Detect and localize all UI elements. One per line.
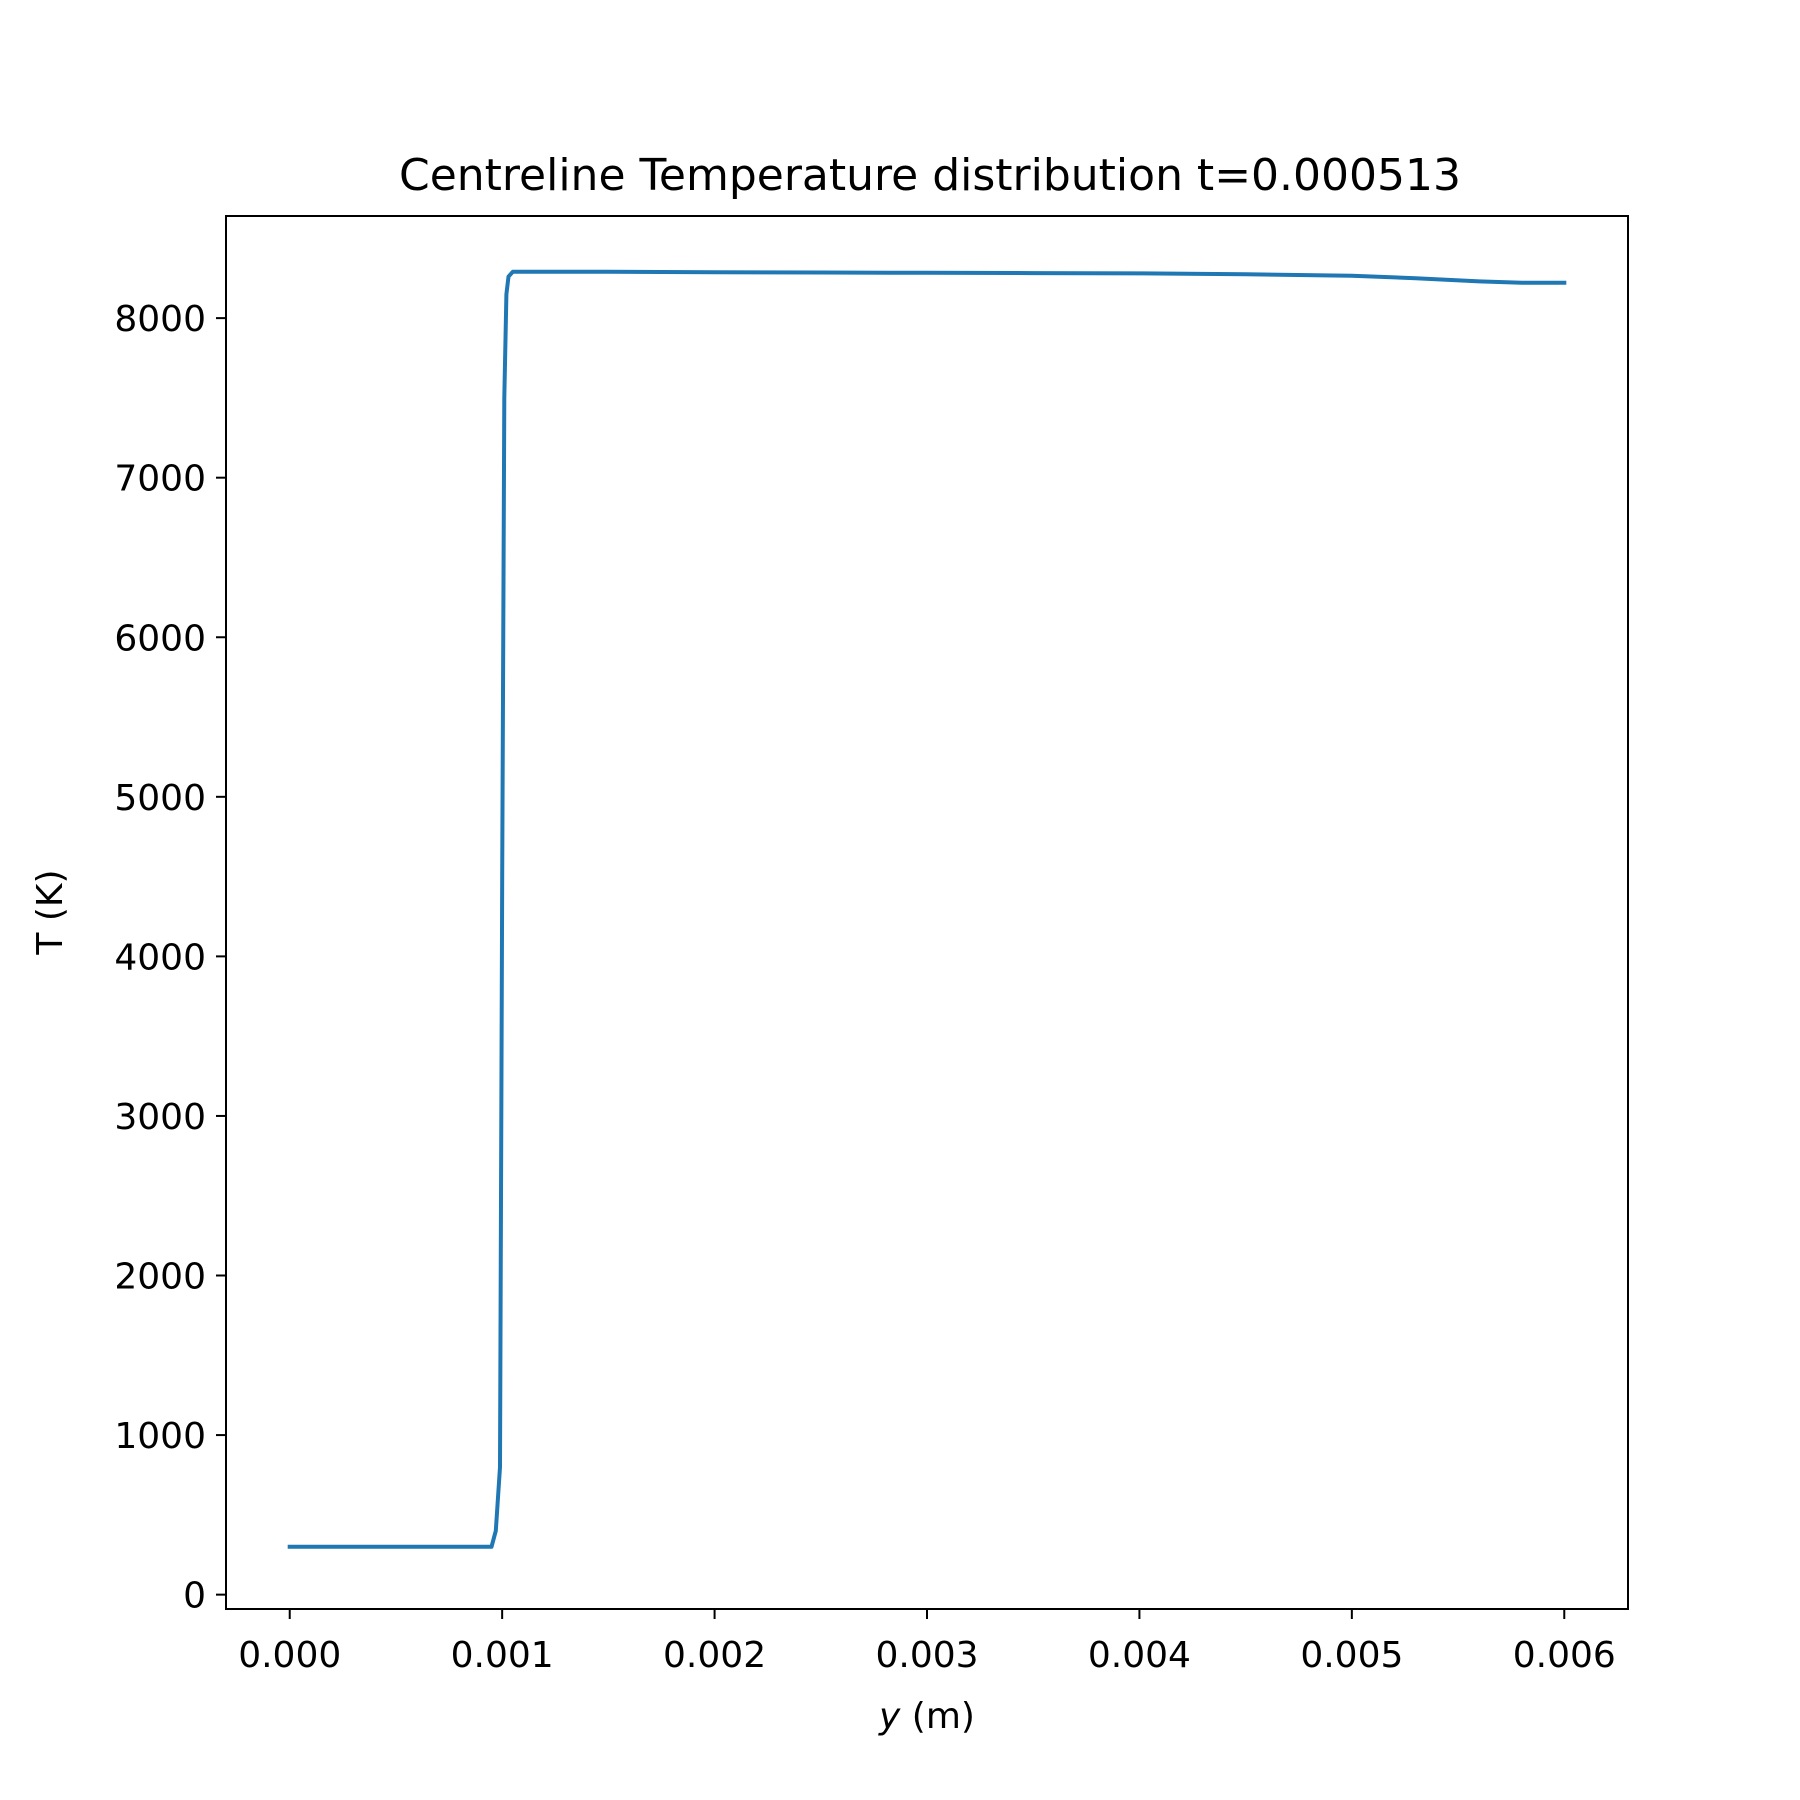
y-tick-label: 7000 [114, 459, 206, 500]
chart-title: Centreline Temperature distribution t=0.… [399, 150, 1461, 201]
y-tick-label: 2000 [114, 1257, 206, 1298]
x-tick-label: 0.000 [238, 1635, 341, 1676]
x-axis-label: y (m) [878, 1696, 975, 1737]
series-line-0 [287, 269, 1567, 1549]
plot-frame [225, 215, 1629, 1610]
y-axis-label: T (K) [30, 869, 71, 955]
y-tick-label: 8000 [114, 299, 206, 340]
axis-ticks: 0.000 0.001 0.002 0.003 0.004 0.005 0.006 0 1000… [114, 299, 1615, 1676]
y-tick-label: 6000 [114, 618, 206, 659]
y-tick-label: 0 [183, 1576, 206, 1617]
series-layer [287, 269, 1567, 1549]
x-tick-label: 0.003 [875, 1635, 978, 1676]
x-tick-label: 0.001 [451, 1635, 554, 1676]
x-axis-label-unit: (m) [900, 1696, 975, 1737]
y-tick-label: 5000 [114, 778, 206, 819]
x-tick-label: 0.004 [1088, 1635, 1191, 1676]
y-tick-label: 4000 [114, 937, 206, 978]
x-tick-label: 0.002 [663, 1635, 766, 1676]
y-tick-label: 3000 [114, 1097, 206, 1138]
x-axis-label-variable: y [878, 1696, 901, 1737]
y-tick-label: 1000 [114, 1416, 206, 1457]
x-tick-label: 0.005 [1300, 1635, 1403, 1676]
x-tick-label: 0.006 [1513, 1635, 1616, 1676]
